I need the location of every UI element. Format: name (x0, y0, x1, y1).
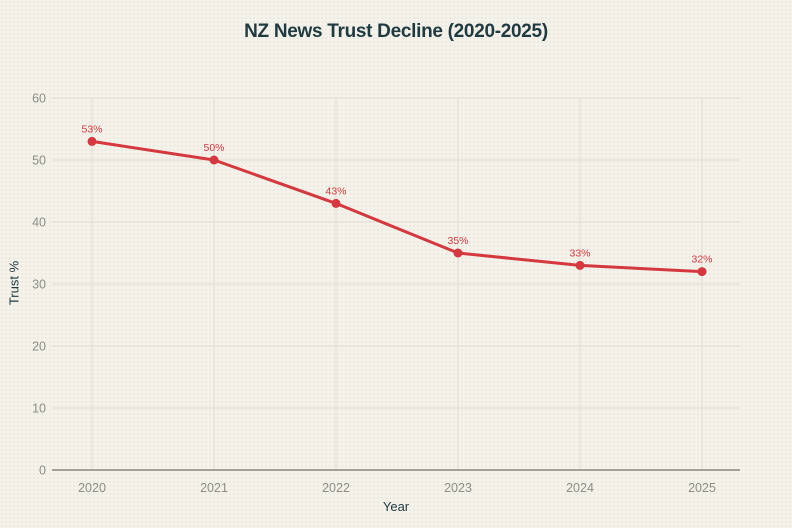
x-axis-title: Year (382, 499, 410, 514)
x-tick-label: 2023 (444, 481, 472, 495)
data-point (453, 248, 463, 258)
data-point (87, 136, 97, 146)
data-point (209, 155, 219, 165)
data-point-label: 33% (569, 247, 590, 259)
data-point-label: 35% (447, 235, 468, 247)
x-tick-label: 2022 (322, 481, 350, 495)
chart-title: NZ News Trust Decline (2020-2025) (244, 21, 548, 42)
trend-line (90, 139, 704, 274)
x-tick-label: 2020 (78, 481, 106, 495)
y-tick-label: 10 (32, 402, 46, 416)
data-point (697, 267, 707, 277)
y-tick-label: 60 (32, 92, 46, 106)
x-tick-label: 2025 (688, 481, 716, 495)
data-point-label: 43% (325, 185, 346, 197)
data-point-label: 32% (691, 254, 712, 266)
data-point-label: 53% (81, 123, 102, 135)
y-tick-label: 30 (32, 278, 46, 292)
data-point (575, 260, 585, 270)
x-tick-label: 2021 (200, 481, 228, 495)
x-tick-label: 2024 (566, 481, 594, 495)
data-point (331, 198, 341, 208)
y-tick-label: 20 (32, 340, 46, 354)
y-tick-label: 0 (39, 464, 46, 478)
data-point-label: 50% (203, 142, 224, 154)
y-tick-label: 50 (32, 154, 46, 168)
y-tick-label: 40 (32, 216, 46, 230)
